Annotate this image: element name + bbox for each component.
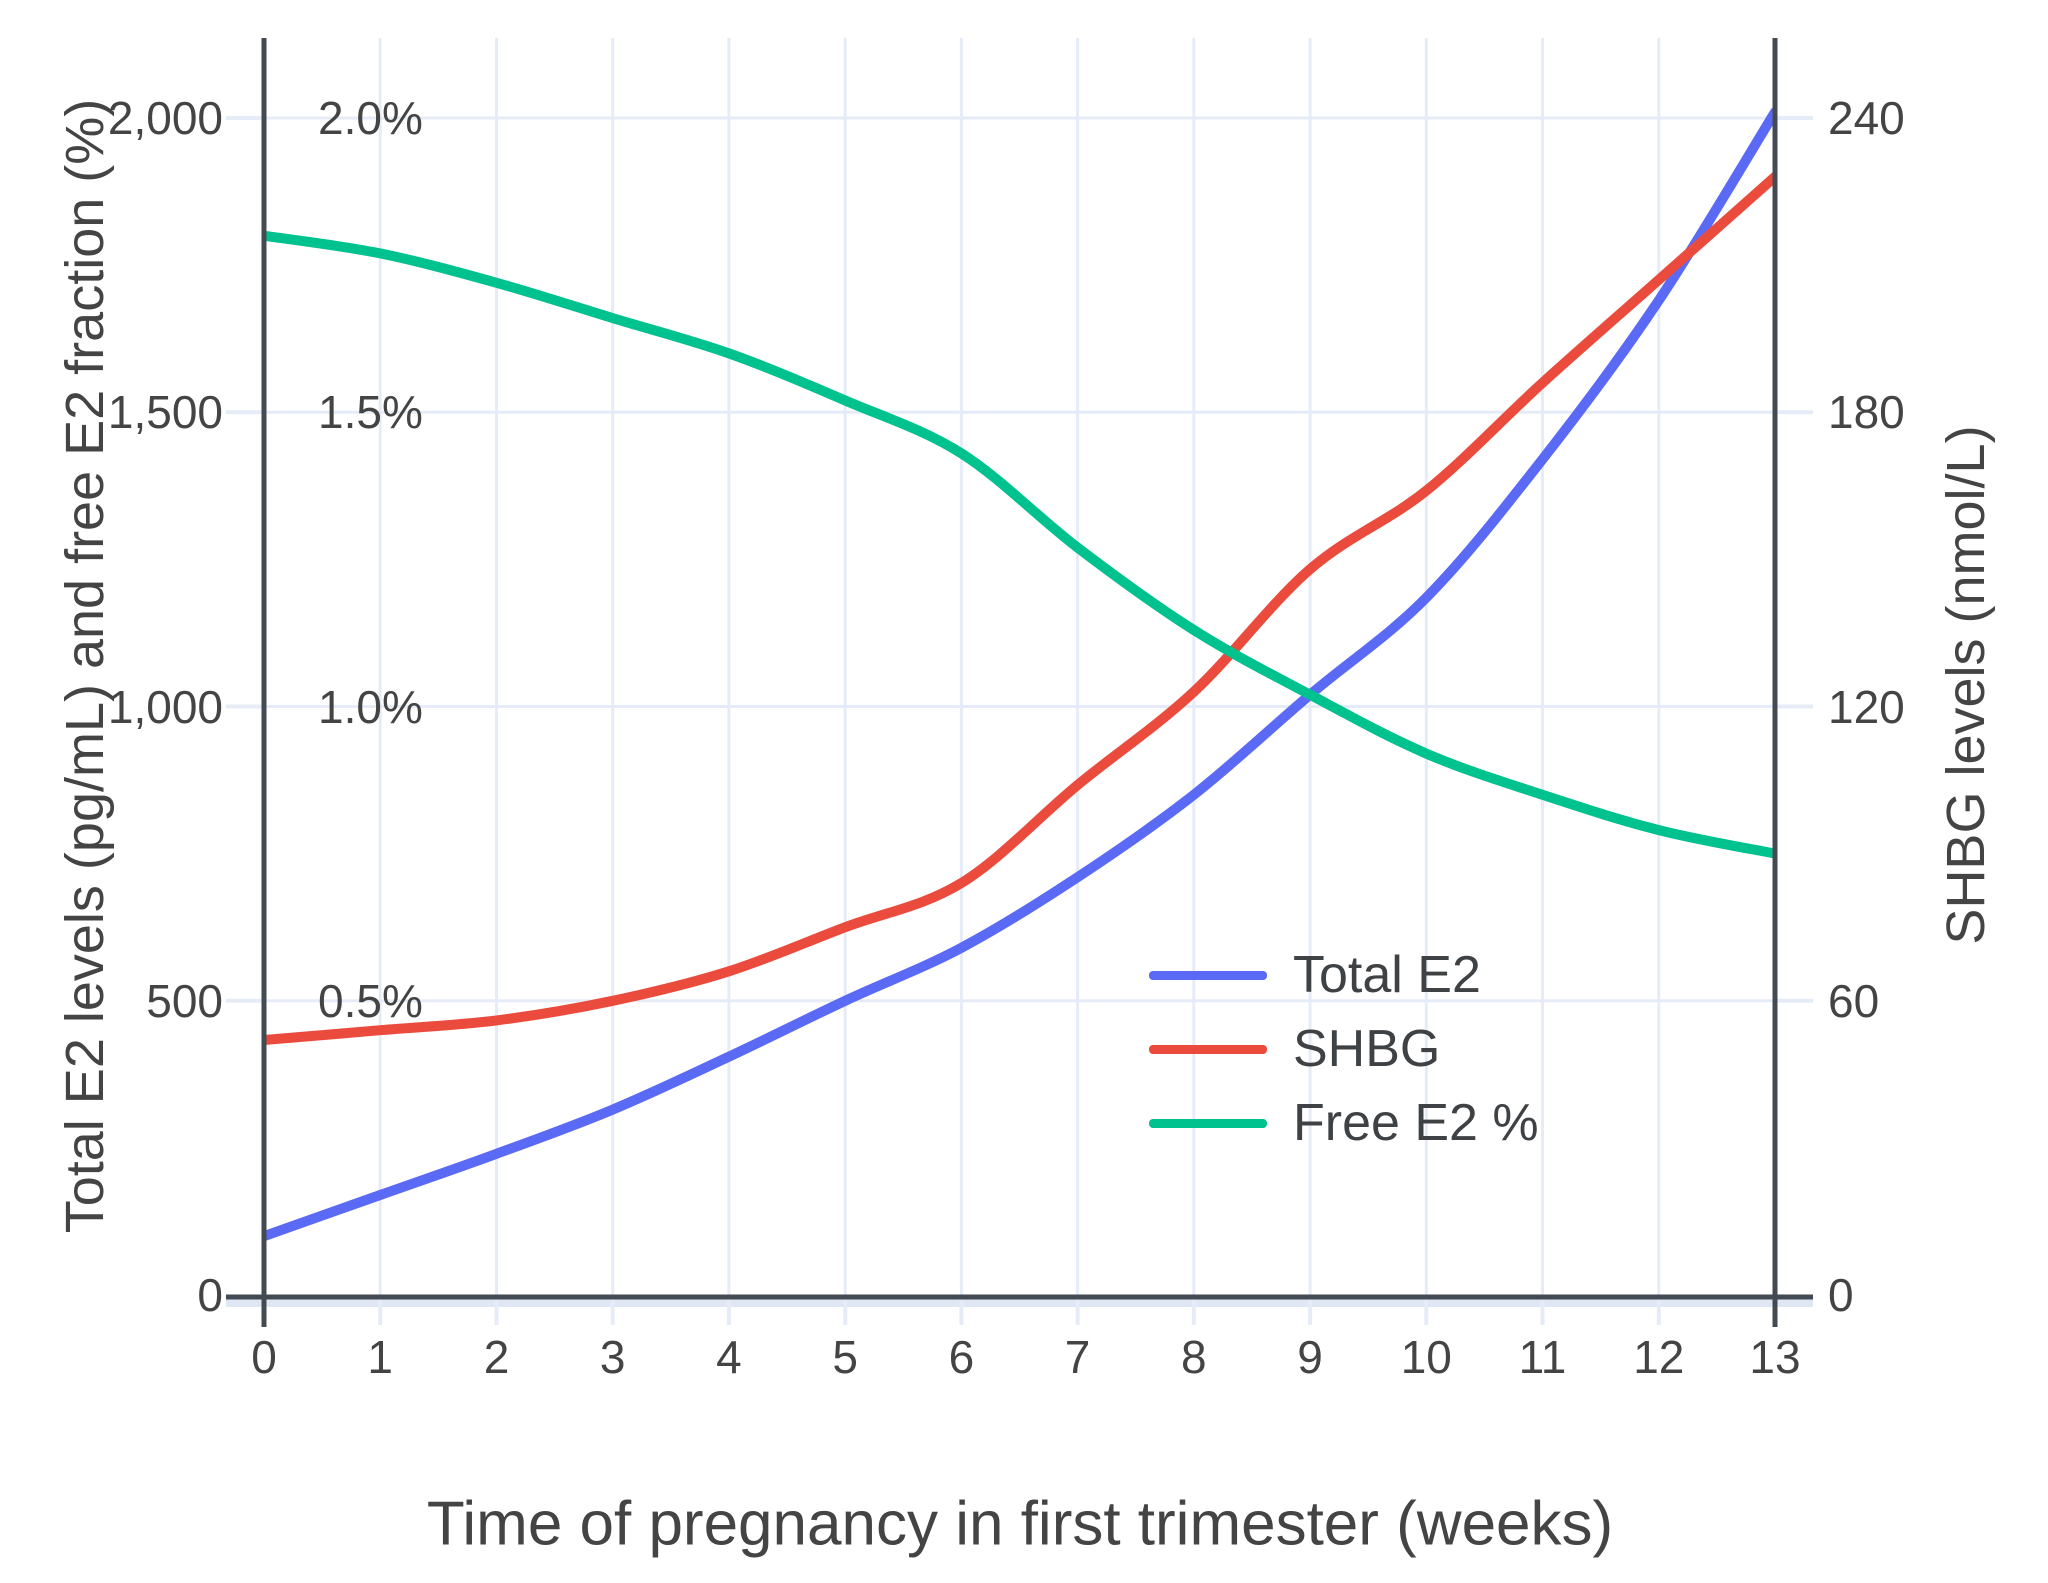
zero-gridline xyxy=(226,1299,1813,1307)
legend-item-total-e2[interactable]: Total E2 xyxy=(1149,938,1539,1012)
y-left-tick-500: 500 xyxy=(146,974,223,1027)
y-percent-tick-2: 1.5% xyxy=(318,386,423,439)
x-axis-title: Time of pregnancy in first trimester (we… xyxy=(426,1489,1614,1559)
y-axis-right-title: SHBG levels (nmol/L) xyxy=(1936,425,1996,945)
x-tick-week-8: 8 xyxy=(1181,1331,1207,1383)
y-left-tick-0: 0 xyxy=(197,1269,223,1321)
x-tick-week-9: 9 xyxy=(1297,1331,1323,1383)
series-line-free-e2- xyxy=(264,230,1775,859)
y-percent-tick-3: 2.0% xyxy=(318,92,423,144)
x-tick-week-10: 10 xyxy=(1400,1331,1452,1383)
legend-swatch-shbg xyxy=(1149,1044,1267,1054)
x-tick-week-1: 1 xyxy=(367,1331,393,1383)
x-tick-week-4: 4 xyxy=(716,1331,742,1383)
series-line-shbg xyxy=(264,171,1775,1045)
legend-label-total-e2: Total E2 xyxy=(1293,946,1481,1004)
y-right-tick-240: 240 xyxy=(1828,92,1905,144)
y-left-tick-2000: 2,000 xyxy=(107,92,223,144)
x-tick-week-11: 11 xyxy=(1518,1331,1567,1383)
legend-swatch-free-e2-pct xyxy=(1149,1118,1267,1128)
series-line-total-e2 xyxy=(264,107,1775,1242)
x-tick-week-13: 13 xyxy=(1749,1331,1801,1383)
x-tick-week-0: 0 xyxy=(251,1331,277,1383)
y-percent-tick-0: 0.5% xyxy=(318,974,423,1027)
y-right-tick-60: 60 xyxy=(1828,974,1880,1027)
legend-label-shbg: SHBG xyxy=(1293,1020,1441,1078)
legend-item-shbg[interactable]: SHBG xyxy=(1149,1012,1539,1086)
y-right-tick-0: 0 xyxy=(1828,1269,1854,1321)
y-left-tick-1000: 1,000 xyxy=(107,680,223,733)
legend-swatch-total-e2 xyxy=(1149,970,1267,980)
y-right-tick-120: 120 xyxy=(1828,680,1905,733)
legend: Total E2 SHBG Free E2 % xyxy=(1149,938,1539,1160)
x-tick-week-12: 12 xyxy=(1633,1331,1685,1383)
legend-label-free-e2-pct: Free E2 % xyxy=(1293,1094,1539,1152)
y-percent-tick-1: 1.0% xyxy=(318,680,423,733)
legend-item-free-e2-pct[interactable]: Free E2 % xyxy=(1149,1086,1539,1160)
y-right-tick-180: 180 xyxy=(1828,386,1905,439)
x-tick-week-6: 6 xyxy=(948,1331,975,1383)
x-tick-week-7: 7 xyxy=(1064,1331,1091,1383)
x-tick-week-2: 2 xyxy=(483,1331,510,1383)
y-axis-left-title: Total E2 levels (pg/mL) and free E2 frac… xyxy=(55,98,115,1234)
x-tick-week-5: 5 xyxy=(832,1331,858,1383)
y-left-tick-1500: 1,500 xyxy=(107,386,223,439)
x-tick-week-3: 3 xyxy=(599,1331,626,1383)
